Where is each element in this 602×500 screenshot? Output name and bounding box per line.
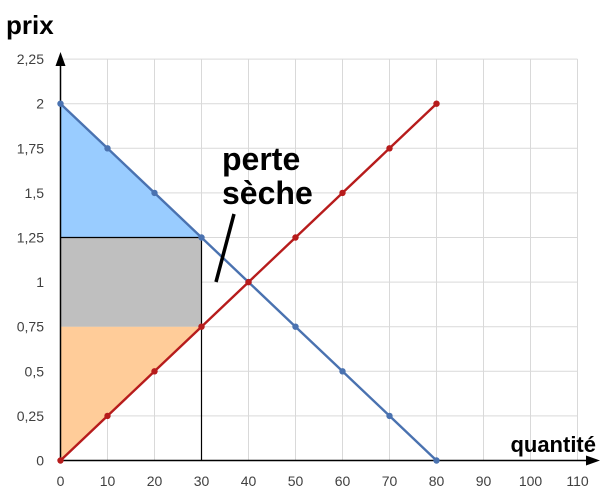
demand-point — [104, 145, 111, 152]
x-tick-label: 50 — [288, 473, 304, 489]
demand-point — [433, 457, 440, 464]
supply-point — [292, 234, 299, 241]
y-tick-label: 2,25 — [17, 51, 44, 67]
x-tick-label: 40 — [241, 473, 257, 489]
x-tick-label: 100 — [519, 473, 543, 489]
y-tick-label: 2 — [36, 96, 44, 112]
deadweight-region — [60, 237, 202, 327]
y-axis-arrow — [55, 52, 66, 66]
demand-point — [151, 189, 158, 197]
supply-point — [433, 100, 440, 107]
x-tick-label: 0 — [57, 473, 65, 489]
supply-point — [57, 457, 64, 464]
x-tick-label: 90 — [476, 473, 492, 489]
x-tick-label: 60 — [335, 473, 351, 489]
tick-labels: 0 10 20 30 40 50 60 70 80 90 100 110 0 0,25 0,5 0,75 1 1,… — [17, 51, 589, 489]
y-tick-label: 1 — [36, 274, 44, 290]
x-tick-label: 30 — [194, 473, 210, 489]
demand-point — [198, 234, 205, 241]
x-axis-arrow — [586, 455, 600, 466]
x-tick-label: 20 — [147, 473, 163, 489]
supply-point — [339, 189, 346, 197]
demand-point — [339, 368, 346, 375]
y-tick-label: 0,25 — [17, 408, 44, 424]
perte-seche-annotation: perte sèche — [214, 141, 313, 283]
x-tick-label: 80 — [429, 473, 445, 489]
y-tick-label: 1,25 — [17, 230, 44, 246]
demand-point — [57, 100, 64, 107]
x-tick-label: 110 — [566, 473, 589, 489]
annotation-line-1: perte — [222, 141, 300, 177]
supply-point — [245, 278, 252, 286]
supply-point — [104, 412, 111, 420]
supply-point — [386, 145, 393, 152]
y-tick-label: 0,75 — [17, 319, 44, 335]
annotation-line-2: sèche — [222, 175, 313, 211]
series — [57, 100, 440, 464]
y-axis-title: prix — [6, 10, 54, 40]
demand-point — [386, 412, 393, 420]
x-axis-title: quantité — [510, 432, 596, 457]
demand-point — [292, 323, 299, 330]
surplus-regions — [60, 103, 202, 461]
x-tick-label: 70 — [382, 473, 398, 489]
annotation-pointer — [214, 213, 236, 283]
supply-point — [198, 323, 205, 330]
x-tick-label: 10 — [100, 473, 116, 489]
y-tick-label: 0,5 — [25, 363, 45, 379]
y-tick-label: 0 — [36, 453, 44, 469]
axes — [55, 52, 600, 466]
y-tick-label: 1,75 — [17, 140, 44, 156]
y-tick-label: 1,5 — [25, 185, 45, 201]
supply-point — [151, 368, 158, 375]
